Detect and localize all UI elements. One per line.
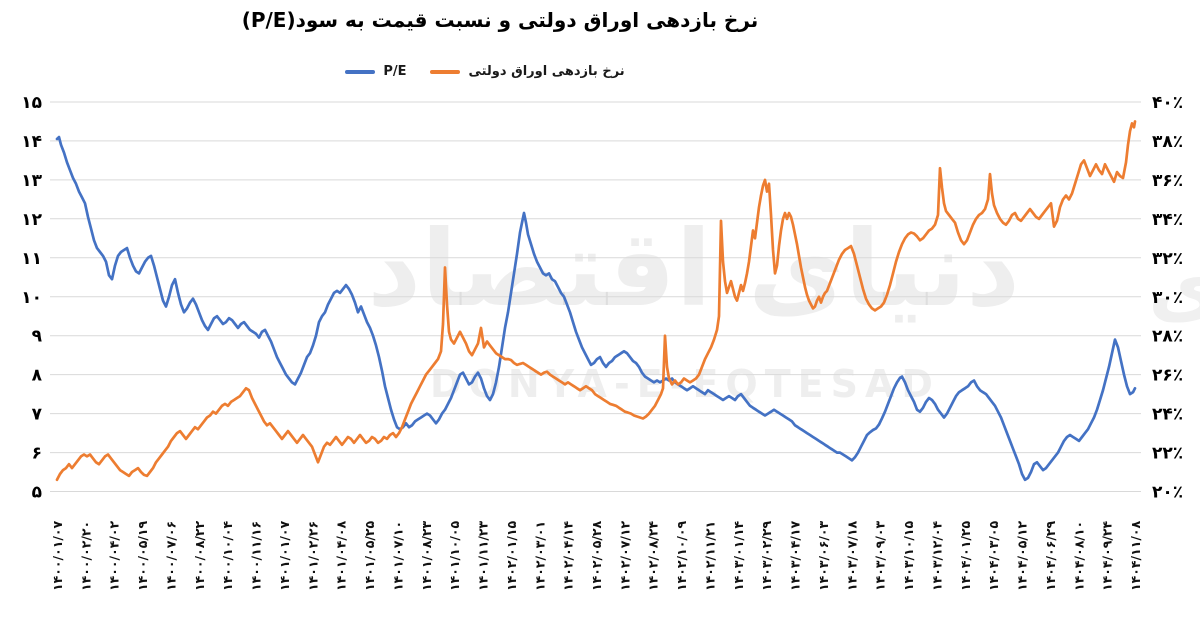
x-axis-tick-label: ۱۴۰۳/۱۲/۰۴ <box>929 520 944 591</box>
right-axis-tick-label: ۲۲٪ <box>1152 444 1183 464</box>
x-axis-tick-label: ۱۴۰۴/۰۱/۲۵ <box>958 520 973 591</box>
x-axis-tick-label: ۱۴۰۳/۰۹/۰۳ <box>873 520 888 591</box>
series-path-pe <box>55 135 1137 482</box>
x-axis-tick-label: ۱۴۰۲/۱۱/۲۱ <box>703 521 718 591</box>
x-axis-tick-label: ۱۴۰۰/۱۰/۰۴ <box>220 520 235 591</box>
legend-item-yield: نرخ بازدهی اوراق دولتی <box>430 64 625 79</box>
right-axis-labels: ۴۰٪ ۳۸٪ ۳۶٪ ۳۴٪ ۳۲٪ ۳۰٪ ۲۸٪ ۲۶٪ ۲۴٪ ۲۲٪ ۲۰٪ <box>1152 93 1183 503</box>
right-axis-tick-label: ۳۶٪ <box>1152 171 1183 191</box>
x-axis-tick-label: ۱۴۰۰/۰۷/۰۶ <box>164 521 179 591</box>
x-axis-tick-label: ۱۴۰۳/۰۶/۰۳ <box>816 520 831 591</box>
x-axis-tick-label: ۱۴۰۱/۱۰/۰۵ <box>447 520 462 591</box>
x-axis-tick-label: ۱۴۰۰/۱۱/۱۶ <box>249 521 264 591</box>
x-axis-tick-label: ۱۴۰۴/۱۱/۰۸ <box>1128 520 1143 591</box>
x-axis-tick-label: ۱۴۰۰/۰۸/۲۲ <box>192 520 207 591</box>
right-axis-tick-label: ۳۲٪ <box>1152 249 1183 269</box>
x-axis-tick-label: ۱۴۰۳/۱۰/۱۵ <box>901 520 916 591</box>
left-axis-tick-label: ۶ <box>32 444 42 464</box>
left-axis-labels: ۱۵ ۱۴ ۱۳ ۱۲ ۱۱ ۱۰ ۹ ۸ ۷ ۶ ۵ <box>21 93 42 503</box>
x-axis-tick-label: ۱۴۰۲/۱۰/۰۹ <box>674 520 689 591</box>
x-axis-tick-label: ۱۴۰۲/۰۳/۰۱ <box>532 521 547 591</box>
legend-item-pe: P/E <box>345 64 406 79</box>
left-axis-tick-label: ۸ <box>32 366 43 386</box>
left-axis-tick-label: ۱۰ <box>21 288 42 308</box>
x-axis-tick-label: ۱۴۰۴/۰۳/۰۵ <box>986 520 1001 591</box>
x-axis-tick-label: ۱۴۰۲/۰۷/۱۲ <box>617 520 632 591</box>
yield-legend-label: نرخ بازدهی اوراق دولتی <box>468 64 625 79</box>
x-axis-tick-label: ۱۴۰۰/۰۴/۰۲ <box>107 520 122 591</box>
right-axis-tick-label: ۲۸٪ <box>1152 327 1183 347</box>
left-axis-tick-label: ۱۴ <box>21 132 42 152</box>
x-axis-tick-label: ۱۴۰۰/۰۵/۱۹ <box>135 520 150 591</box>
x-axis-tick-label: ۱۴۰۴/۰۹/۲۴ <box>1100 520 1115 591</box>
x-axis-tick-label: ۱۴۰۱/۰۲/۲۶ <box>305 521 320 591</box>
left-axis-tick-label: ۱۵ <box>21 93 42 113</box>
pe-legend-key-line <box>345 69 376 74</box>
x-axis-tick-label: ۱۴۰۱/۰۵/۲۵ <box>362 520 377 591</box>
x-axis-tick-label: ۱۴۰۴/۰۶/۲۹ <box>1043 520 1058 591</box>
x-axis-tick-label: ۱۴۰۲/۰۸/۲۴ <box>646 520 661 591</box>
gridlines <box>50 101 1141 492</box>
x-axis-tick-label: ۱۴۰۱/۰۴/۰۸ <box>334 520 349 591</box>
x-axis-tick-label: ۱۴۰۰/۰۲/۲۰ <box>78 521 93 591</box>
x-axis-tick-label: ۱۴۰۱/۱۱/۲۳ <box>476 520 491 591</box>
chart-title: نرخ بازدهی اوراق دولتی و نسبت قیمت به سو… <box>241 8 759 32</box>
right-axis-tick-label: ۳۸٪ <box>1152 132 1183 152</box>
left-axis-tick-label: ۹ <box>32 327 43 347</box>
x-axis-tick-label: ۱۴۰۲/۰۱/۱۵ <box>504 520 519 591</box>
x-axis-tick-label: ۱۴۰۱/۰۸/۲۳ <box>419 520 434 591</box>
x-axis-tick-label: ۱۴۰۲/۰۵/۲۸ <box>589 520 604 591</box>
left-axis-tick-label: ۵ <box>32 483 42 503</box>
x-axis-tick-label: ۱۴۰۳/۰۲/۲۹ <box>759 520 774 591</box>
right-axis-tick-label: ۲۶٪ <box>1152 366 1183 386</box>
legend: P/E نرخ بازدهی اوراق دولتی <box>0 64 970 79</box>
right-axis-tick-label: ۲۰٪ <box>1152 483 1183 503</box>
x-axis-tick-label: ۱۴۰۳/۰۱/۱۴ <box>731 520 746 591</box>
x-axis-tick-label: ۱۴۰۳/۰۴/۱۷ <box>788 520 803 591</box>
left-axis-tick-label: ۱۱ <box>21 249 42 269</box>
right-axis-tick-label: ۴۰٪ <box>1152 93 1183 113</box>
series-lines <box>55 120 1137 482</box>
x-axis-tick-label: ۱۴۰۱/۰۷/۱۰ <box>390 521 405 591</box>
x-axis-tick-label: ۱۴۰۴/۰۵/۱۲ <box>1015 520 1030 591</box>
pe-legend-label: P/E <box>383 64 407 79</box>
x-axis-tick-label: ۱۴۰۴/۰۸/۱۰ <box>1071 521 1086 591</box>
yield-legend-key-line <box>430 69 461 74</box>
watermark-persian: دنیای اقتصاد <box>367 208 1020 330</box>
left-axis-tick-label: ۷ <box>32 405 43 425</box>
left-axis-tick-label: ۱۳ <box>21 171 42 191</box>
x-axis-tick-label: ۱۴۰۰/۰۱/۰۷ <box>50 520 65 591</box>
x-axis-tick-label: ۱۴۰۲/۰۴/۱۴ <box>561 520 576 591</box>
left-axis-tick-label: ۱۲ <box>21 210 42 230</box>
x-axis-tick-label: ۱۴۰۳/۰۷/۱۸ <box>844 520 859 591</box>
right-axis-tick-label: ۳۴٪ <box>1152 210 1183 230</box>
x-axis-tick-label: ۱۴۰۱/۰۱/۰۷ <box>277 520 292 591</box>
right-axis-tick-label: ۲۴٪ <box>1152 405 1183 425</box>
series-path-yield <box>55 120 1137 482</box>
watermark-latin: DONYA-E-EQTESAD <box>430 362 940 406</box>
x-axis-labels: ۱۴۰۰/۰۱/۰۷ ۱۴۰۰/۰۲/۲۰ ۱۴۰۰/۰۴/۰۲ ۱۴۰۰/۰۵/۱۹… <box>50 520 1143 591</box>
watermark-persian-partial: دنیای <box>1148 240 1200 333</box>
right-axis-tick-label: ۳۰٪ <box>1152 288 1183 308</box>
